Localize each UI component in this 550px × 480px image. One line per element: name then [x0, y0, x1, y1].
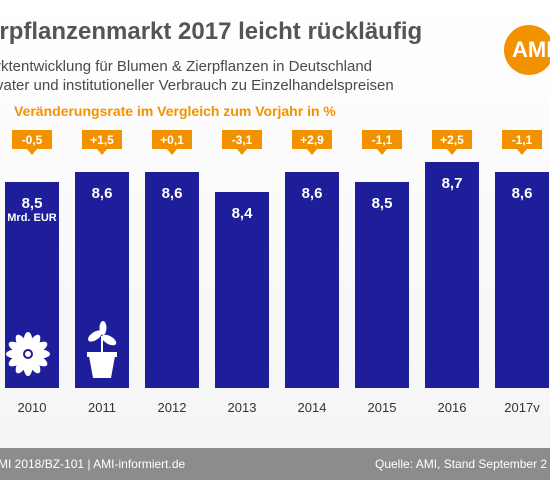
bar-2013 — [215, 192, 269, 388]
change-rate-label: +1,5 — [90, 133, 114, 147]
bar-chart: 8,5 2010 -0,5 8,6 2011 +1,5 8,6 2012 +0,1 8,4 2013… — [5, 130, 549, 415]
x-tick-label: 2011 — [88, 400, 116, 415]
change-rate-label: -1,1 — [512, 133, 533, 147]
value-label: 8,7 — [442, 175, 463, 192]
value-label: 8,6 — [92, 185, 113, 202]
x-tick-label: 2013 — [228, 400, 257, 415]
change-rate-label: -0,5 — [22, 133, 43, 147]
potted-plant-icon — [87, 321, 117, 378]
bar-2012 — [145, 172, 199, 388]
x-tick-label: 2015 — [368, 400, 397, 415]
change-rate-label: +2,5 — [440, 133, 464, 147]
change-rate-callout: -0,5 — [12, 130, 52, 155]
value-label: 8,5 — [22, 195, 43, 212]
x-tick-label: 2014 — [298, 400, 327, 415]
change-rate-callout: -1,1 — [502, 130, 542, 155]
change-rate-callout: -1,1 — [362, 130, 402, 155]
x-tick-label: 2016 — [438, 400, 467, 415]
change-rate-callout: +2,5 — [432, 130, 472, 155]
unit-label: Mrd. EUR — [7, 212, 57, 224]
x-tick-label: 2017v — [504, 400, 540, 415]
bar-2014 — [285, 172, 339, 388]
subtitle-line-2: vater und institutioneller Verbrauch zu … — [0, 77, 394, 94]
change-rate-callout: +2,9 — [292, 130, 332, 155]
bar-2017v — [495, 172, 549, 388]
footer-source-id: MI 2018/BZ-101 | AMI-informiert.de — [0, 457, 186, 471]
change-rate-callout: +0,1 — [152, 130, 192, 155]
value-label: 8,6 — [512, 185, 533, 202]
change-rate-label: +0,1 — [160, 133, 184, 147]
bar-2015 — [355, 182, 409, 388]
value-label: 8,6 — [162, 185, 183, 202]
rate-label: Veränderungsrate im Vergleich zum Vorjah… — [14, 103, 336, 119]
sun-flower-icon — [6, 332, 50, 376]
change-rate-label: +2,9 — [300, 133, 324, 147]
change-rate-label: -1,1 — [372, 133, 393, 147]
subtitle-line-1: rktentwicklung für Blumen & Zierpflanzen… — [0, 58, 373, 75]
footer-source-credit: Quelle: AMI, Stand September 2 — [375, 457, 548, 471]
change-rate-callout: -3,1 — [222, 130, 262, 155]
value-label: 8,4 — [232, 205, 254, 222]
value-label: 8,6 — [302, 185, 323, 202]
ami-logo: AMI — [504, 25, 550, 75]
x-tick-label: 2012 — [158, 400, 187, 415]
bar-2016 — [425, 162, 479, 388]
change-rate-callout: +1,5 — [82, 130, 122, 155]
page-title: erpflanzenmarkt 2017 leicht rückläufig — [0, 18, 423, 45]
change-rate-label: -3,1 — [232, 133, 253, 147]
footer-bar: MI 2018/BZ-101 | AMI-informiert.de Quell… — [0, 448, 550, 480]
value-label: 8,5 — [372, 195, 393, 212]
x-tick-label: 2010 — [18, 400, 47, 415]
